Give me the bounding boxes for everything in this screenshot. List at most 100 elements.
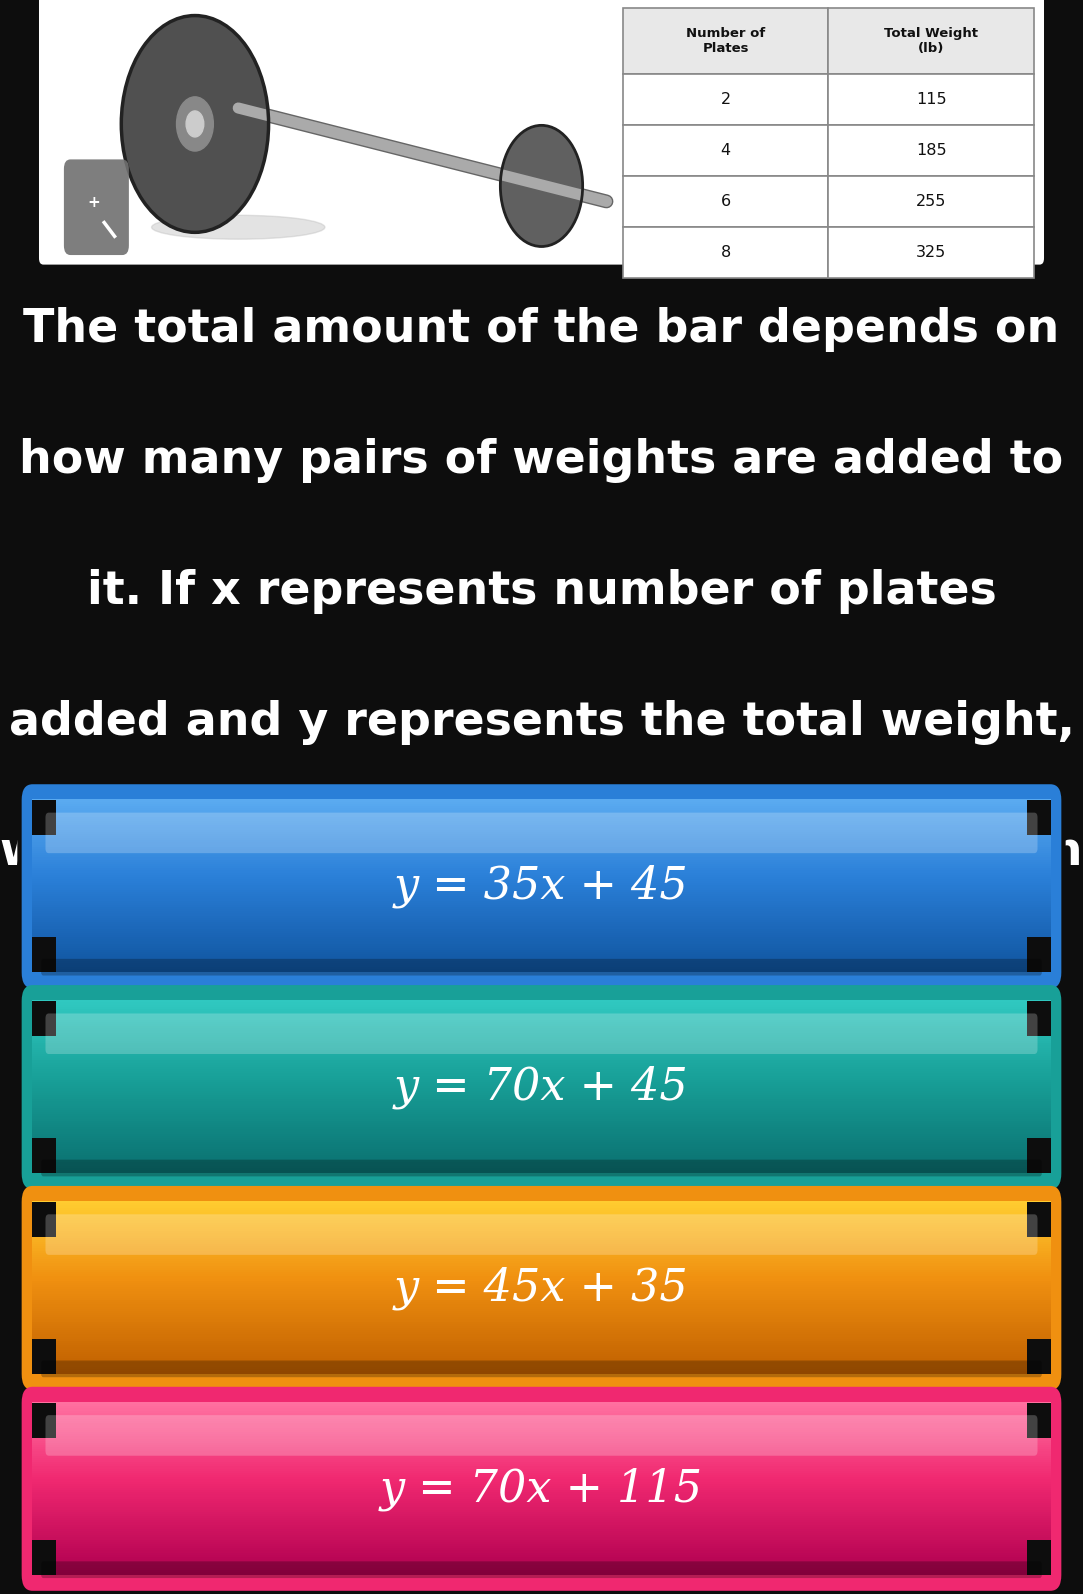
Bar: [32, 1422, 1051, 1425]
Bar: [32, 813, 1051, 815]
Bar: [32, 1406, 1051, 1409]
Bar: [32, 808, 1051, 811]
Text: it. If x represents number of plates: it. If x represents number of plates: [87, 569, 996, 614]
Bar: [32, 846, 1051, 850]
Bar: [32, 1291, 1051, 1294]
Bar: [32, 1028, 1051, 1031]
Bar: [32, 881, 1051, 885]
Bar: [32, 869, 1051, 872]
Bar: [32, 886, 1051, 888]
Bar: [32, 1540, 1051, 1543]
Bar: [32, 850, 1051, 851]
Bar: [1027, 1403, 1051, 1438]
Bar: [32, 1565, 1051, 1568]
Bar: [32, 1352, 1051, 1355]
Bar: [32, 1466, 1051, 1470]
Bar: [32, 1243, 1051, 1247]
Bar: [32, 889, 1051, 893]
Bar: [32, 1223, 1051, 1226]
Bar: [32, 1441, 1051, 1444]
Bar: [32, 1108, 1051, 1111]
Bar: [32, 1462, 1051, 1465]
Bar: [32, 1014, 1051, 1015]
Bar: [32, 1122, 1051, 1125]
Bar: [32, 969, 1051, 972]
Bar: [32, 1423, 1051, 1427]
Bar: [32, 1425, 1051, 1428]
Bar: [32, 1277, 1051, 1280]
Bar: [32, 808, 1051, 811]
Bar: [32, 918, 1051, 921]
Bar: [32, 813, 1051, 815]
Bar: [32, 948, 1051, 950]
Bar: [32, 1347, 1051, 1350]
Bar: [32, 1353, 1051, 1356]
Bar: [32, 1538, 1051, 1540]
Bar: [828, 75, 1034, 126]
Bar: [32, 1444, 1051, 1447]
Bar: [32, 1358, 1051, 1361]
Bar: [32, 803, 1051, 807]
Bar: [32, 1211, 1051, 1215]
Bar: [32, 1165, 1051, 1168]
Bar: [32, 1369, 1051, 1372]
Bar: [32, 937, 1051, 940]
Bar: [1027, 1339, 1051, 1374]
Bar: [32, 926, 1051, 929]
Bar: [32, 905, 1051, 909]
Bar: [32, 1106, 1051, 1109]
Text: Total Weight
(lb): Total Weight (lb): [885, 27, 978, 56]
Bar: [32, 1210, 1051, 1213]
Bar: [32, 1119, 1051, 1122]
Bar: [32, 896, 1051, 899]
Bar: [32, 1565, 1051, 1568]
Bar: [32, 1454, 1051, 1457]
Bar: [32, 1229, 1051, 1232]
Bar: [32, 1412, 1051, 1415]
Bar: [32, 939, 1051, 942]
Bar: [32, 961, 1051, 964]
Bar: [32, 1459, 1051, 1460]
Bar: [32, 1516, 1051, 1519]
Bar: [32, 1538, 1051, 1540]
FancyBboxPatch shape: [41, 1361, 1042, 1377]
Bar: [32, 827, 1051, 830]
Bar: [32, 1082, 1051, 1086]
FancyBboxPatch shape: [22, 1186, 1061, 1390]
Bar: [32, 1524, 1051, 1527]
Bar: [32, 1103, 1051, 1106]
Bar: [32, 1529, 1051, 1532]
Bar: [32, 1564, 1051, 1567]
Bar: [32, 1294, 1051, 1296]
Bar: [32, 1272, 1051, 1275]
Bar: [32, 1007, 1051, 1009]
Bar: [32, 1277, 1051, 1280]
Bar: [32, 1231, 1051, 1234]
Bar: [32, 902, 1051, 905]
Bar: [32, 1078, 1051, 1081]
Bar: [32, 912, 1051, 915]
Bar: [32, 1557, 1051, 1561]
Bar: [32, 845, 1051, 848]
Bar: [32, 856, 1051, 858]
Bar: [32, 1216, 1051, 1219]
Bar: [32, 1339, 1051, 1342]
Bar: [32, 1497, 1051, 1500]
Bar: [32, 1419, 1051, 1422]
Bar: [32, 1052, 1051, 1055]
Bar: [32, 846, 1051, 850]
Bar: [623, 8, 828, 75]
Bar: [32, 803, 1051, 807]
Bar: [32, 1428, 1051, 1431]
Bar: [32, 918, 1051, 921]
Bar: [32, 1415, 1051, 1417]
Bar: [32, 925, 1051, 928]
Bar: [32, 937, 56, 972]
Bar: [32, 1151, 1051, 1154]
Bar: [32, 800, 56, 835]
Bar: [32, 819, 1051, 823]
FancyBboxPatch shape: [45, 1014, 1038, 1054]
Bar: [32, 1152, 1051, 1156]
Bar: [32, 1474, 1051, 1478]
Bar: [32, 1465, 1051, 1466]
